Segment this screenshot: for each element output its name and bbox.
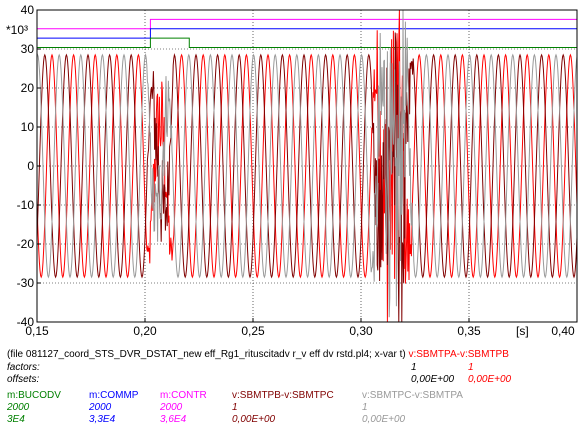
offsets-label: offsets: [7,374,40,385]
legend-name-sbmtpc-sbmtpa: v:SBMTPC-v:SBMTPA [362,390,463,401]
y-tick-label: -10 [17,198,35,212]
y-tick-label: 10 [21,120,35,134]
file-description: (file 081127_coord_STS_DVR_DSTAT_new eff… [7,349,406,360]
legend-factor-bucodv: 2000 [7,402,30,413]
y-tick-label: -40 [17,315,35,329]
legend-factor-commp: 2000 [89,402,112,413]
series-v-sbmtpb-v-sbmtpc [36,32,578,323]
y-tick-label: 20 [21,81,35,95]
x-tick-label: 0,15 [25,324,49,338]
legend-name-sbmtpb-sbmtpc: v:SBMTPB-v:SBMTPC [232,390,334,401]
y-axis: 40 30 20 10 0 -10 -20 -30 -40 [17,3,41,329]
series-m-commp [37,28,577,39]
series-m-contr [37,18,577,30]
offsets-value-1: 0,00E+00 [411,374,455,385]
x-axis: 0,15 0,20 0,25 0,30 0,35 0,40 [25,318,578,338]
series-m-bucodv [37,37,577,48]
series-v-sbmtpa-v-sbmtpb [36,9,578,323]
traces [36,9,578,323]
legend-offset-sbmtpb-sbmtpc: 0,00E+00 [232,414,276,425]
offsets-value-2: 0,00E+00 [468,374,512,385]
x-tick-label: 0,35 [457,324,481,338]
legend-name-commp: m:COMMP [89,390,139,401]
legend-offset-sbmtpc-sbmtpa: 0,00E+00 [362,414,406,425]
series-v-sbmtpc-v-sbmtpa [36,9,578,318]
y-tick-label: 30 [21,42,35,56]
file-variable: v:SBMTPA-v:SBMTPB [408,349,509,360]
x-tick-label: 0,20 [133,324,157,338]
y-tick-label: -30 [17,276,35,290]
file-line: (file 081127_coord_STS_DVR_DSTAT_new eff… [7,349,509,361]
legend-offset-bucodv: 3E4 [7,414,25,425]
y-tick-label: -20 [17,237,35,251]
legend-factor-contr: 2000 [160,402,183,413]
legend-factor-sbmtpb-sbmtpc: 1 [232,402,238,413]
legend-name-bucodv: m:BUCODV [7,390,61,401]
factors-value-1: 1 [411,362,417,373]
factors-label: factors: [7,362,40,373]
legend-factor-sbmtpc-sbmtpa: 1 [362,402,368,413]
legend-offset-commp: 3,3E4 [89,414,116,425]
factors-value-2: 1 [468,362,474,373]
x-tick-label: 0,30 [349,324,373,338]
x-tick-label: 0,40 [551,324,575,338]
y-tick-label: 0 [27,159,34,173]
x-unit-label: [s] [516,324,529,338]
y-multiplier-label: *10³ [6,23,28,37]
legend-name-contr: m:CONTR [160,390,207,401]
y-tick-label: 40 [21,3,35,17]
legend-offset-contr: 3,6E4 [160,414,187,425]
x-tick-label: 0,25 [241,324,265,338]
